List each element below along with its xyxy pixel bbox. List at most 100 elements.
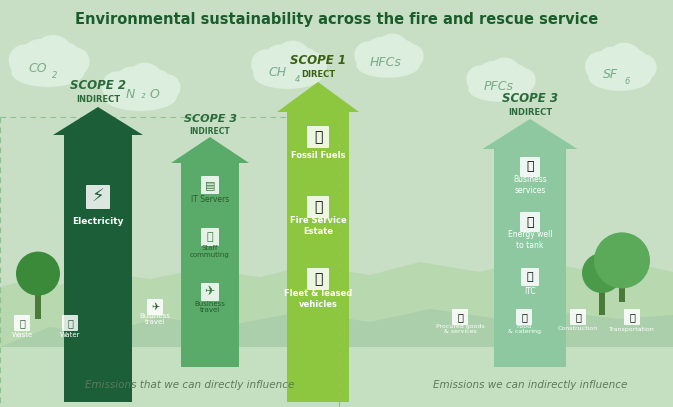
Circle shape — [631, 55, 656, 80]
Circle shape — [155, 75, 180, 100]
FancyBboxPatch shape — [520, 157, 540, 177]
Text: CH: CH — [269, 66, 287, 79]
Circle shape — [365, 38, 396, 68]
Text: Environmental sustainability across the fire and rescue service: Environmental sustainability across the … — [75, 12, 598, 27]
Circle shape — [596, 47, 629, 80]
Bar — [0, 347, 673, 407]
Bar — [35, 289, 41, 319]
Text: DIRECT: DIRECT — [301, 70, 335, 79]
Polygon shape — [483, 119, 577, 367]
Circle shape — [115, 67, 147, 100]
Circle shape — [594, 232, 650, 289]
Text: 💻: 💻 — [527, 272, 533, 282]
Text: 2: 2 — [52, 70, 58, 79]
FancyBboxPatch shape — [307, 196, 329, 218]
Text: Emissions we can indirectly influence: Emissions we can indirectly influence — [433, 380, 627, 390]
Text: SCOPE 3: SCOPE 3 — [502, 92, 558, 105]
Polygon shape — [53, 107, 143, 402]
Circle shape — [62, 48, 89, 75]
FancyBboxPatch shape — [201, 283, 219, 301]
Circle shape — [400, 45, 423, 68]
Text: 🍎: 🍎 — [521, 312, 527, 322]
Circle shape — [467, 66, 493, 92]
Circle shape — [143, 70, 172, 99]
Circle shape — [478, 62, 507, 92]
FancyBboxPatch shape — [201, 176, 219, 194]
Text: INDIRECT: INDIRECT — [76, 95, 120, 104]
Circle shape — [621, 50, 649, 79]
Polygon shape — [0, 259, 673, 407]
Text: Electricity: Electricity — [72, 217, 124, 227]
Circle shape — [127, 63, 164, 100]
FancyBboxPatch shape — [147, 299, 163, 315]
FancyBboxPatch shape — [14, 315, 30, 331]
Text: SCOPE 2: SCOPE 2 — [70, 79, 126, 92]
Text: ✈: ✈ — [151, 302, 159, 312]
Text: 4: 4 — [295, 74, 301, 83]
FancyBboxPatch shape — [624, 309, 640, 325]
Text: HFCs: HFCs — [370, 55, 402, 68]
Ellipse shape — [12, 58, 84, 86]
Text: 🔧: 🔧 — [575, 312, 581, 322]
Bar — [599, 287, 605, 315]
FancyBboxPatch shape — [516, 309, 532, 325]
Text: Business
services: Business services — [513, 175, 547, 195]
FancyBboxPatch shape — [86, 185, 110, 209]
Circle shape — [22, 40, 57, 75]
FancyBboxPatch shape — [62, 315, 78, 331]
Ellipse shape — [104, 84, 176, 110]
Text: 🛒: 🛒 — [457, 312, 463, 322]
Text: ⚡: ⚡ — [92, 188, 104, 206]
Circle shape — [606, 44, 643, 80]
Text: SCOPE 3: SCOPE 3 — [184, 114, 236, 124]
FancyBboxPatch shape — [307, 268, 329, 290]
Circle shape — [102, 72, 131, 101]
Text: 🚌: 🚌 — [19, 318, 25, 328]
Text: PFCs: PFCs — [484, 81, 514, 94]
Text: N: N — [125, 88, 135, 101]
Text: Emissions that we can directly influence: Emissions that we can directly influence — [85, 380, 295, 390]
Text: ✈: ✈ — [205, 285, 215, 298]
Polygon shape — [277, 82, 359, 402]
Text: INDIRECT: INDIRECT — [190, 127, 230, 136]
Text: 6: 6 — [625, 77, 630, 85]
FancyBboxPatch shape — [520, 212, 540, 232]
Text: ITC: ITC — [524, 287, 536, 297]
Text: Water: Water — [60, 332, 80, 338]
Circle shape — [501, 64, 528, 91]
Text: 💧: 💧 — [67, 318, 73, 328]
Text: Fossil Fuels: Fossil Fuels — [291, 151, 345, 160]
Text: 🚚: 🚚 — [629, 312, 635, 322]
Ellipse shape — [254, 62, 322, 88]
Text: Construction: Construction — [558, 326, 598, 331]
Circle shape — [512, 69, 535, 92]
Circle shape — [275, 42, 311, 78]
Text: 📡: 📡 — [526, 215, 534, 228]
Text: SCOPE 1: SCOPE 1 — [290, 54, 346, 67]
Circle shape — [9, 45, 40, 76]
Text: INDIRECT: INDIRECT — [508, 108, 552, 117]
Text: Business
travel: Business travel — [139, 313, 170, 326]
Text: Transportation: Transportation — [609, 326, 655, 331]
Text: Fleet & leased
vehicles: Fleet & leased vehicles — [284, 289, 352, 309]
Ellipse shape — [357, 53, 419, 77]
Text: 🏢: 🏢 — [314, 200, 322, 214]
Text: Fire Service
Estate: Fire Service Estate — [289, 216, 347, 236]
Ellipse shape — [469, 77, 531, 101]
Text: ₂: ₂ — [141, 90, 145, 100]
Text: Business
travel: Business travel — [194, 300, 225, 313]
Circle shape — [582, 253, 622, 293]
Text: Procured goods
& services: Procured goods & services — [435, 324, 485, 335]
Text: 🔥: 🔥 — [314, 130, 322, 144]
Circle shape — [488, 58, 521, 92]
Text: Waste: Waste — [11, 332, 32, 338]
Text: SF: SF — [602, 68, 618, 81]
Circle shape — [355, 42, 382, 68]
Text: 🚗: 🚗 — [207, 232, 213, 242]
FancyBboxPatch shape — [452, 309, 468, 325]
Text: 🚒: 🚒 — [314, 272, 322, 286]
Polygon shape — [0, 309, 673, 347]
Circle shape — [252, 50, 281, 79]
Circle shape — [302, 53, 326, 78]
Text: IT Servers: IT Servers — [191, 195, 229, 204]
